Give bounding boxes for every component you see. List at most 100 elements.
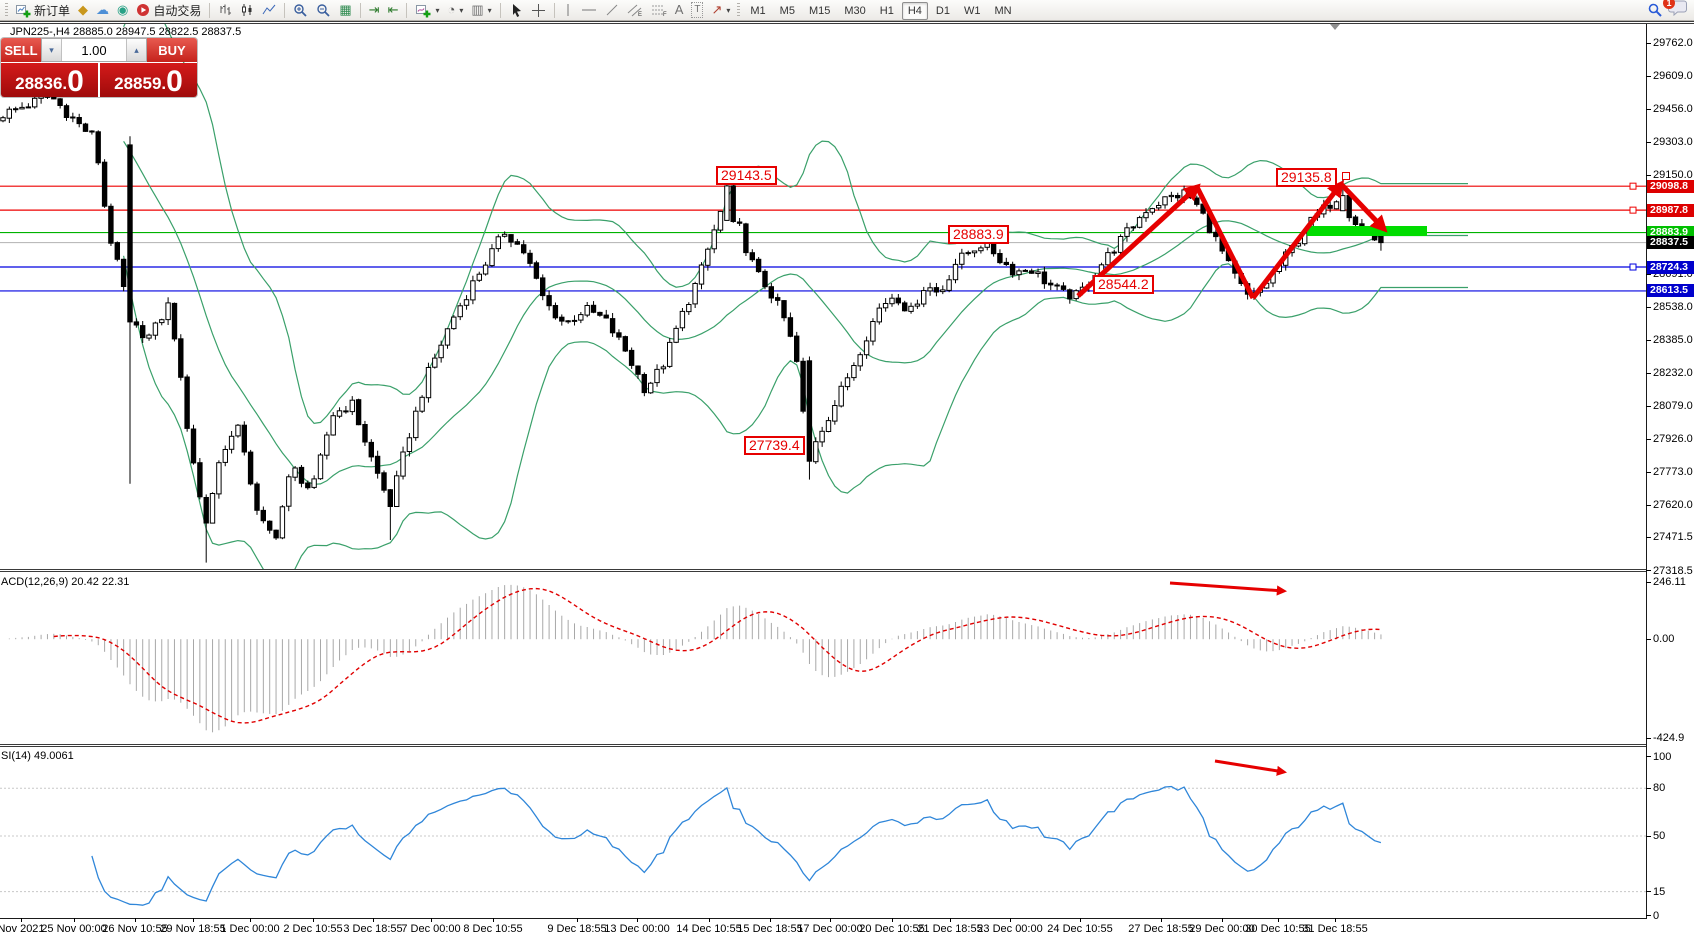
autotrading-icon xyxy=(136,3,150,17)
equidistant-channel-tool[interactable]: E xyxy=(624,1,646,19)
crosshair-button[interactable] xyxy=(528,1,549,19)
time-axis-label: 29 Nov 18:55 xyxy=(160,923,225,935)
fibonacci-tool[interactable]: F xyxy=(648,1,670,19)
volume-input[interactable]: 1.00 xyxy=(62,39,126,61)
line-chart-icon xyxy=(262,3,276,17)
bar-chart-button[interactable] xyxy=(215,1,235,19)
macd-trend-arrow[interactable] xyxy=(1170,583,1284,591)
timeframe-button-H1[interactable]: H1 xyxy=(874,2,900,20)
price-annotation-label[interactable]: 28544.2 xyxy=(1093,275,1154,294)
time-axis-label: 26 Nov 10:55 xyxy=(102,923,167,935)
auto-scroll-button[interactable]: ⇥ xyxy=(366,1,383,19)
periods-button[interactable]: ◔▾ xyxy=(445,1,467,19)
templates-button[interactable]: ▥▾ xyxy=(468,1,494,19)
timeframe-button-D1[interactable]: D1 xyxy=(930,2,956,20)
timeframe-button-H4[interactable]: H4 xyxy=(902,2,928,20)
vertical-line-tool[interactable] xyxy=(560,1,576,19)
price-axis-tick xyxy=(1646,472,1651,473)
one-click-trade-panel: SELL ▾ 1.00 ▴ BUY 28836.0 28859.0 xyxy=(1,38,197,97)
timeframe-button-M15[interactable]: M15 xyxy=(803,2,836,20)
arrows-tool[interactable]: ↗▾ xyxy=(708,1,733,19)
community-button[interactable]: ☁ xyxy=(93,1,112,19)
price-axis-tag: 28837.5 xyxy=(1647,236,1694,249)
volume-increase-button[interactable]: ▴ xyxy=(126,39,146,61)
rsi-axis-tick-label: 100 xyxy=(1653,751,1671,763)
horizontal-line-tool[interactable] xyxy=(578,1,600,19)
rsi-line xyxy=(92,787,1381,906)
price-annotation-label[interactable]: 29135.8 xyxy=(1276,168,1337,187)
timeframe-button-M5[interactable]: M5 xyxy=(774,2,801,20)
tile-windows-button[interactable]: ▦ xyxy=(336,1,354,19)
time-axis-tick xyxy=(74,918,75,922)
rsi-trend-arrow[interactable] xyxy=(1215,761,1284,772)
price-axis-tick-label: 28538.0 xyxy=(1653,301,1693,313)
timeframe-button-M30[interactable]: M30 xyxy=(838,2,871,20)
text-label-tool[interactable]: T xyxy=(688,1,706,19)
rsi-panel-separator[interactable] xyxy=(0,744,1646,747)
time-axis-tick xyxy=(373,918,374,922)
rsi-axis-tick-label: 15 xyxy=(1653,886,1665,898)
volume-decrease-button[interactable]: ▾ xyxy=(42,39,62,61)
chart-shift-marker[interactable] xyxy=(1330,24,1340,30)
timeframe-button-W1[interactable]: W1 xyxy=(958,2,987,20)
price-axis-tick-label: 28232.0 xyxy=(1653,367,1693,379)
trendline-icon xyxy=(605,3,619,17)
annotation-handle[interactable] xyxy=(1342,172,1350,180)
buy-price-main: 28859 xyxy=(114,72,161,96)
time-axis-tick xyxy=(950,918,951,922)
text-label-icon: T xyxy=(691,2,703,18)
candlestick-icon xyxy=(240,3,254,17)
chevron-down-icon: ▾ xyxy=(488,6,492,15)
toolbar-grip xyxy=(737,3,740,17)
macd-axis-tick-label: -424.9 xyxy=(1653,732,1684,744)
time-axis-label: 30 Dec 10:55 xyxy=(1245,923,1310,935)
chart-shift-button[interactable]: ⇤ xyxy=(385,1,402,19)
time-axis-tick xyxy=(830,918,831,922)
trendline-tool[interactable] xyxy=(602,1,622,19)
timeframe-button-M1[interactable]: M1 xyxy=(744,2,771,20)
window-top-border xyxy=(0,21,1694,24)
time-axis-tick xyxy=(21,918,22,922)
sell-button[interactable]: SELL xyxy=(1,38,41,62)
signals-button[interactable]: ◉ xyxy=(114,1,131,19)
zoom-in-button[interactable] xyxy=(290,1,311,19)
macd-panel-separator[interactable] xyxy=(0,569,1646,572)
line-chart-button[interactable] xyxy=(259,1,279,19)
line-handle[interactable] xyxy=(1630,207,1636,213)
candlestick-chart-button[interactable] xyxy=(237,1,257,19)
template-icon: ▥ xyxy=(471,3,483,17)
price-axis-tick-label: 27318.5 xyxy=(1653,565,1693,577)
notifications-button[interactable]: 1 xyxy=(1667,0,1688,21)
zoom-out-button[interactable] xyxy=(313,1,334,19)
price-annotation-label[interactable]: 29143.5 xyxy=(716,166,777,185)
green-highlight-drawing[interactable] xyxy=(1307,226,1427,236)
line-handle[interactable] xyxy=(1630,264,1636,270)
buy-price-display[interactable]: 28859.0 xyxy=(100,63,197,97)
toolbar-separator xyxy=(406,3,407,18)
trend-arrow-segment[interactable] xyxy=(1253,184,1341,298)
price-annotation-label[interactable]: 27739.4 xyxy=(744,436,805,455)
arrow-shapes-icon: ↗ xyxy=(711,3,722,17)
time-axis-label: 13 Dec 00:00 xyxy=(604,923,669,935)
rsi-indicator-label: SI(14) 49.0061 xyxy=(1,750,74,762)
timeframe-button-MN[interactable]: MN xyxy=(988,2,1017,20)
rsi-axis-tick-label: 80 xyxy=(1653,782,1665,794)
autotrading-button[interactable]: 自动交易 xyxy=(133,1,204,19)
cursor-button[interactable] xyxy=(506,1,526,19)
time-axis-tick xyxy=(431,918,432,922)
sell-price-display[interactable]: 28836.0 xyxy=(1,63,98,97)
text-tool[interactable]: A xyxy=(672,1,687,19)
buy-button[interactable]: BUY xyxy=(147,38,197,62)
line-handle[interactable] xyxy=(1630,183,1636,189)
time-axis-label: 31 Dec 18:55 xyxy=(1302,923,1367,935)
price-annotation-label[interactable]: 28883.9 xyxy=(948,225,1009,244)
new-order-button[interactable]: 新订单 xyxy=(12,1,73,19)
time-axis-label: 2 Dec 10:55 xyxy=(283,923,342,935)
market-button[interactable]: ◆ xyxy=(75,1,91,19)
time-axis-label: 9 Dec 18:55 xyxy=(547,923,606,935)
macd-histogram xyxy=(3,585,1381,732)
cloud-icon: ☁ xyxy=(96,3,109,17)
indicators-button[interactable]: ▾ xyxy=(412,1,442,19)
price-axis-tick-label: 29303.0 xyxy=(1653,136,1693,148)
